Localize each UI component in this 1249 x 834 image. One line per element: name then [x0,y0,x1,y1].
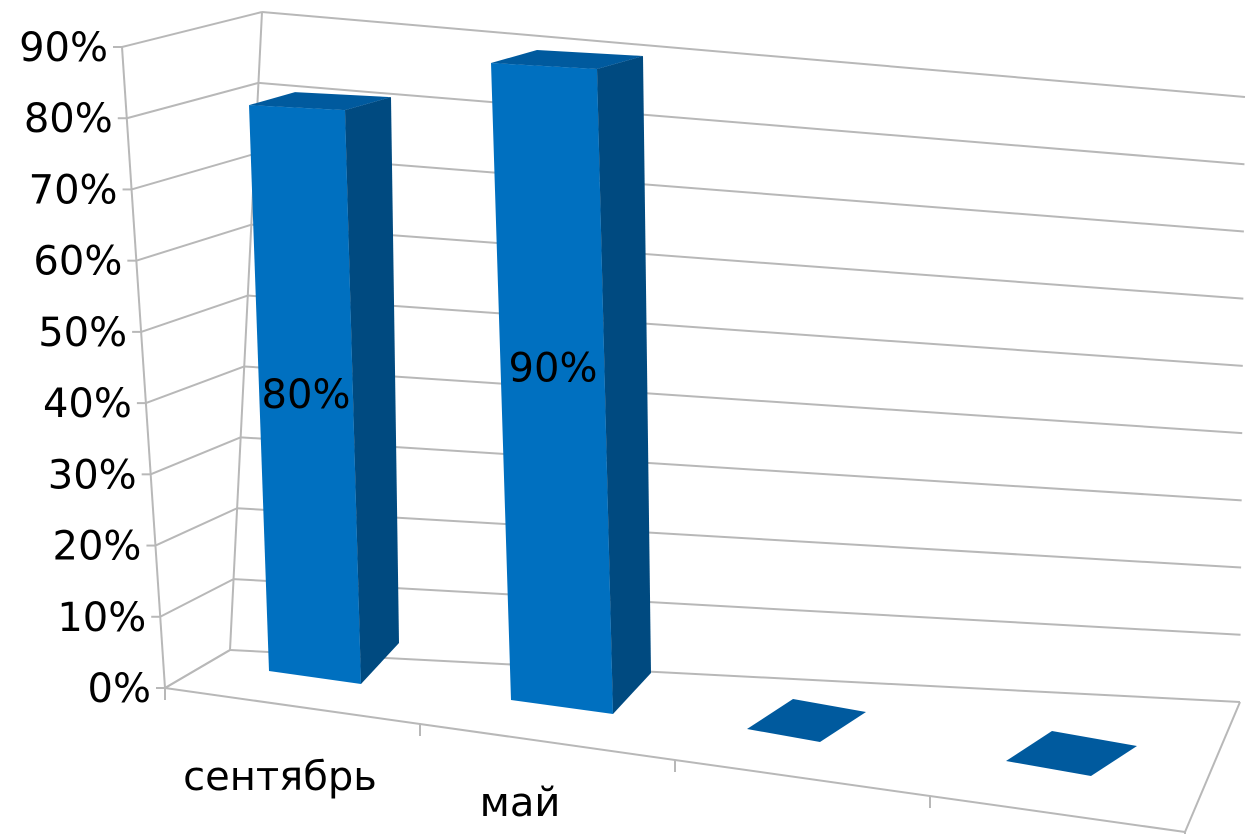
y-tick-label: 90% [19,25,108,71]
gridline-side [136,223,252,262]
bar-top-0 [249,92,391,111]
axes [113,46,1186,834]
gridline-side [150,436,242,476]
gridline-back [258,81,1245,166]
gridline-back [254,152,1244,233]
gridline-side [126,81,259,120]
y-tick-label: 30% [48,452,137,498]
y-axis-line [121,46,166,689]
bar-data-label-0: 80% [262,372,351,418]
x-axis-category-labels: сентябрь май [183,754,560,826]
gridline-side [131,152,256,191]
y-axis-tick-labels: 0% 10% 20% 30% 40% 50% 60% 70% 80% 90% [19,25,151,712]
gridline-side [145,365,245,405]
y-tick-label: 40% [43,381,132,427]
y-tick-label: 0% [88,666,151,712]
floor-back-edge [229,649,1241,703]
floor-left-edge [164,649,231,689]
bar-data-label-1: 90% [509,346,598,392]
y-tick-label: 10% [57,595,146,641]
gridline-side [155,507,238,547]
y-tick-label: 70% [29,167,118,213]
bar-side-0 [345,97,399,685]
bar-side-1 [597,56,651,714]
gridline-side [159,578,235,618]
gridline-back [233,578,1241,636]
gridlines [121,11,1246,833]
gridline-back [240,436,1242,502]
bars: 80% 90% [249,50,1137,776]
bar-front-1 [491,63,613,714]
floor-right-edge [1184,701,1241,833]
y-tick-label: 80% [24,96,113,142]
gridline-back [247,294,1243,367]
y-tick-label: 20% [53,524,142,570]
bar-front-0 [249,105,361,685]
y-tick-label: 50% [38,310,127,356]
bar-2 [747,699,866,742]
x-category-label-1: май [480,780,561,826]
y-tick-label: 60% [33,239,122,285]
gridline-back [244,365,1243,435]
bar-3 [1006,731,1137,776]
x-category-label-0: сентябрь [183,754,377,800]
gridline-back [237,507,1242,569]
gridline-side [121,11,263,48]
bar-top-1 [491,50,643,69]
gridline-back [261,11,1246,98]
gridline-side [140,294,249,333]
gridline-back [251,223,1244,300]
